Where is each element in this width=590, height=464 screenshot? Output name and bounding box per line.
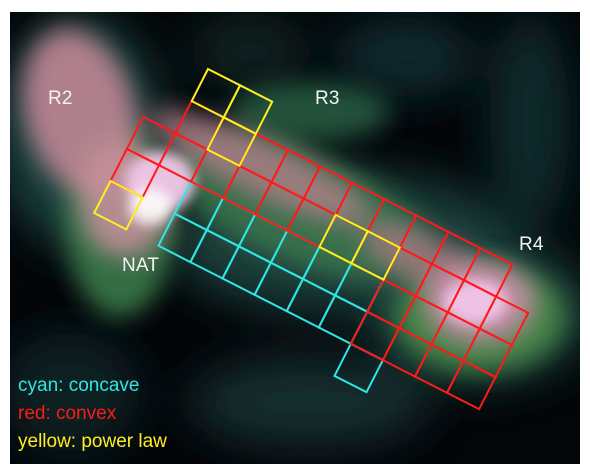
power-law-grid: [92, 67, 402, 281]
power-law-grid-cell: [92, 179, 144, 231]
power-law-grid-cell: [206, 116, 258, 168]
region-label-r3: R3: [315, 88, 340, 109]
region-label-nat: NAT: [122, 255, 160, 276]
legend-concave: cyan: concave: [18, 375, 140, 396]
convex-grid-cell: [445, 359, 497, 411]
legend-power-law: yellow: power law: [18, 431, 167, 452]
emission-map-image: [10, 12, 580, 464]
legend-convex: red: convex: [18, 403, 117, 424]
region-label-r4: R4: [519, 234, 544, 255]
region-label-r2: R2: [48, 88, 73, 109]
emission-map: R2 R3 R4 NAT cyan: concave red: convex y…: [10, 12, 580, 464]
convex-grid-cell: [478, 295, 530, 347]
power-law-grid-cell: [350, 229, 402, 281]
